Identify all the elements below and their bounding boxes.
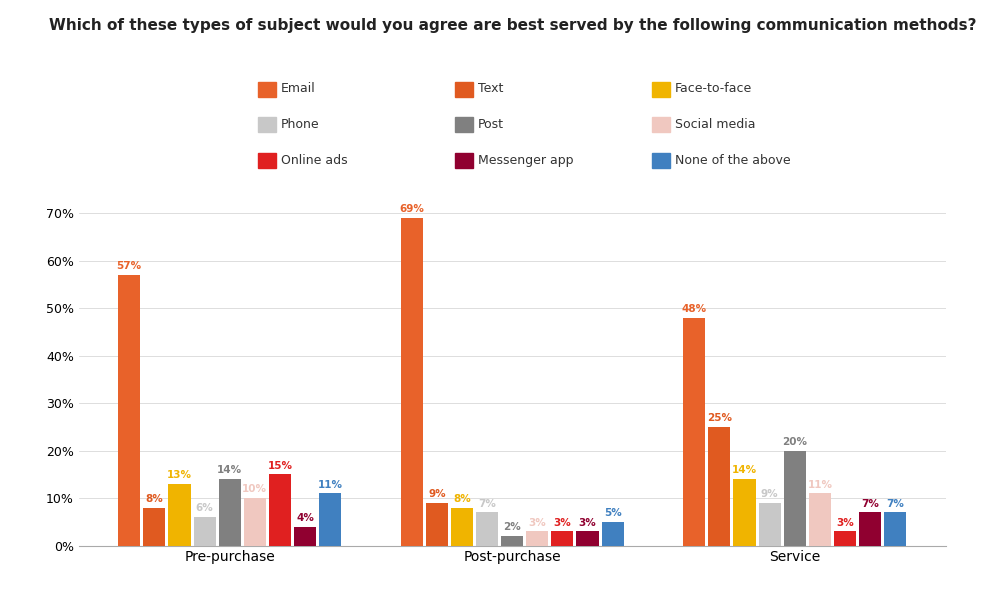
Text: 14%: 14% [217, 466, 242, 476]
Bar [476, 512, 498, 546]
Bar [576, 531, 599, 546]
Bar [526, 531, 549, 546]
Bar [758, 503, 781, 546]
Text: Post: Post [478, 118, 503, 131]
Text: 11%: 11% [808, 480, 832, 490]
Text: 3%: 3% [528, 518, 547, 528]
Bar [885, 512, 906, 546]
Text: None of the above: None of the above [675, 154, 790, 167]
Text: 57%: 57% [116, 262, 142, 272]
Text: 2%: 2% [503, 522, 521, 533]
Text: 10%: 10% [242, 484, 267, 495]
Text: 15%: 15% [267, 461, 293, 471]
Text: 20%: 20% [782, 437, 807, 447]
Text: 3%: 3% [836, 518, 854, 528]
Text: 5%: 5% [604, 508, 622, 518]
Bar [784, 451, 806, 546]
Text: Which of these types of subject would you agree are best served by the following: Which of these types of subject would yo… [49, 18, 977, 33]
Text: 9%: 9% [760, 489, 778, 499]
Bar [501, 536, 523, 546]
Bar [319, 493, 341, 546]
Text: 7%: 7% [886, 499, 904, 509]
Text: 48%: 48% [682, 304, 707, 314]
Bar [269, 474, 291, 546]
Text: Phone: Phone [281, 118, 319, 131]
Bar [708, 427, 731, 546]
Text: 3%: 3% [578, 518, 596, 528]
Bar [193, 517, 216, 546]
Text: 11%: 11% [317, 480, 343, 490]
Bar [602, 522, 624, 546]
Bar [809, 493, 831, 546]
Text: 13%: 13% [167, 470, 192, 480]
Text: Text: Text [478, 82, 503, 95]
Text: 8%: 8% [146, 494, 164, 504]
Text: 8%: 8% [453, 494, 471, 504]
Text: 7%: 7% [861, 499, 879, 509]
Text: Online ads: Online ads [281, 154, 348, 167]
Text: 69%: 69% [399, 205, 425, 215]
Text: 14%: 14% [732, 466, 757, 476]
Text: Messenger app: Messenger app [478, 154, 573, 167]
Bar [168, 484, 190, 546]
Bar [684, 318, 705, 546]
Text: Social media: Social media [675, 118, 755, 131]
Bar [834, 531, 856, 546]
Text: 3%: 3% [554, 518, 571, 528]
Bar [219, 479, 240, 546]
Text: 4%: 4% [296, 513, 314, 523]
Bar [451, 508, 473, 546]
Bar [552, 531, 573, 546]
Text: 9%: 9% [428, 489, 445, 499]
Bar [294, 527, 316, 546]
Bar [859, 512, 882, 546]
Bar [426, 503, 448, 546]
Bar [118, 275, 140, 546]
Bar [243, 498, 266, 546]
Text: Face-to-face: Face-to-face [675, 82, 752, 95]
Bar [401, 218, 423, 546]
Text: 7%: 7% [478, 499, 496, 509]
Text: 25%: 25% [707, 413, 732, 423]
Text: 6%: 6% [196, 503, 214, 514]
Bar [734, 479, 755, 546]
Bar [143, 508, 165, 546]
Text: Email: Email [281, 82, 315, 95]
